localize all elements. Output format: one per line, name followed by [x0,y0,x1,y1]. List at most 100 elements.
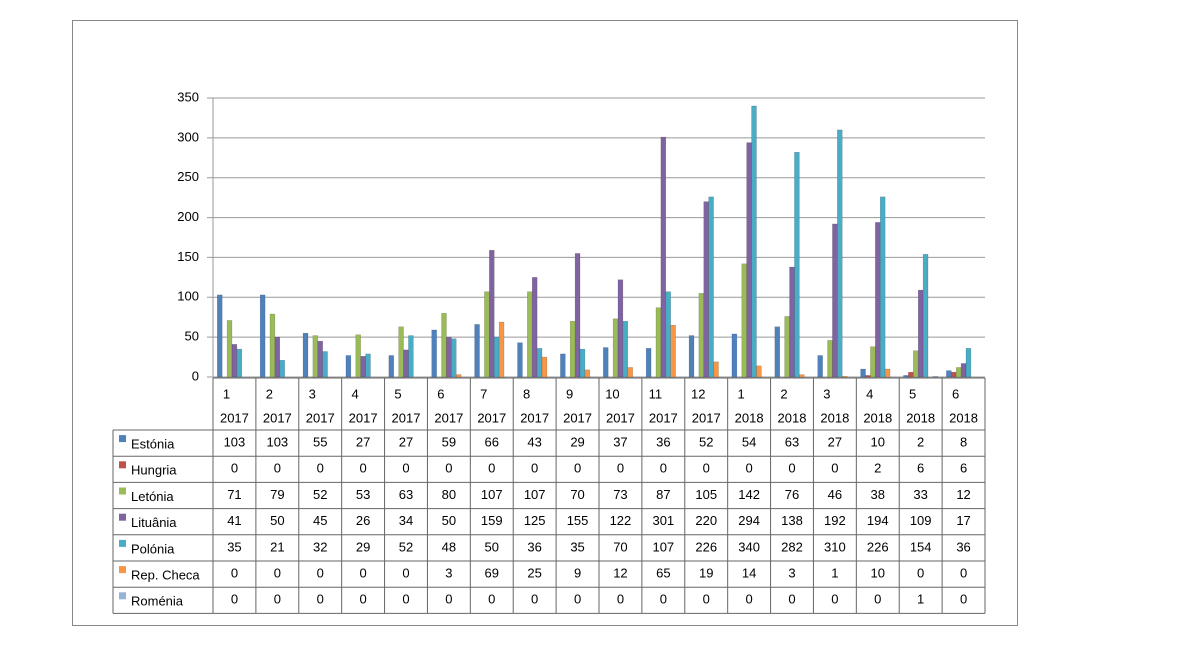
x-tick-label: 2017 [520,410,549,425]
bar [670,324,676,378]
table-value: 0 [617,592,624,607]
table-value: 310 [824,539,846,554]
bar [360,356,366,378]
bar [612,318,619,378]
x-tick-label: 12 [691,386,705,401]
table-value: 0 [574,592,581,607]
x-tick-label: 2018 [949,410,978,425]
table-value: 17 [956,513,970,528]
table-value: 3 [445,566,452,581]
table-value: 0 [359,461,366,476]
table-value: 59 [442,435,456,450]
legend-key [119,435,126,443]
bar [441,312,447,378]
bar [345,355,352,378]
table-value: 122 [610,513,632,528]
bar [751,105,757,378]
table-value: 138 [781,513,803,528]
table-value: 41 [227,513,241,528]
bar [660,136,667,378]
table-value: 33 [913,487,927,502]
bar [832,223,838,378]
x-tick-label: 2018 [863,410,892,425]
bar [236,348,243,378]
y-tick-label: 150 [177,249,199,264]
bar [489,250,495,378]
x-tick-label: 1 [223,386,230,401]
x-tick-label: 3 [823,386,830,401]
table-value: 80 [442,487,456,502]
x-tick-label: 2017 [692,410,721,425]
bar [960,363,967,378]
bar [965,348,972,378]
legend-key [119,539,126,547]
table-value: 43 [527,435,541,450]
table-value: 0 [317,592,324,607]
bar [217,294,223,378]
table-value: 63 [785,435,799,450]
bar [688,335,695,378]
table-value: 155 [567,513,589,528]
x-tick-label: 2017 [477,410,506,425]
bar [398,326,404,378]
table-value: 0 [231,592,238,607]
x-tick-label: 11 [649,386,663,401]
table-value: 194 [867,513,889,528]
table-value: 52 [313,487,327,502]
table-value: 76 [785,487,799,502]
bar [312,335,319,378]
bar [741,263,747,378]
table-value: 87 [656,487,670,502]
x-tick-label: 9 [566,386,573,401]
bar [446,336,452,378]
bar [259,294,266,378]
bar [484,291,490,378]
table-value: 0 [745,592,752,607]
table-value: 50 [270,513,284,528]
table-value: 0 [274,461,281,476]
table-value: 27 [399,435,413,450]
table-value: 6 [917,461,924,476]
table-value: 226 [867,539,889,554]
x-tick-label: 3 [309,386,316,401]
table-value: 27 [356,435,370,450]
bar [799,374,805,378]
table-value: 50 [442,513,456,528]
table-value: 109 [910,513,932,528]
bar [536,348,543,378]
table-value: 0 [617,461,624,476]
bar [746,142,752,378]
table-value: 53 [356,487,370,502]
table-value: 103 [224,435,246,450]
table-value: 0 [960,566,967,581]
table-value: 0 [531,592,538,607]
table-value: 125 [524,513,546,528]
bar [569,320,576,378]
table-value: 71 [227,487,241,502]
bar [817,355,823,378]
bar [884,368,891,378]
table-value: 73 [613,487,627,502]
table-value: 52 [399,539,413,554]
legend-label: Polónia [131,541,175,556]
table-value: 12 [956,487,970,502]
bar [908,371,914,378]
bar [498,321,505,378]
x-tick-label: 2018 [778,410,807,425]
bar [713,361,719,378]
legend-label: Rep. Checa [131,568,200,583]
x-tick-label: 1 [737,386,744,401]
table-value: 105 [695,487,717,502]
bar [531,277,538,378]
y-tick-label: 0 [192,368,199,383]
x-tick-label: 2017 [263,410,292,425]
x-tick-label: 4 [866,386,873,401]
bar [794,151,800,378]
x-tick-label: 2017 [392,410,421,425]
bar [584,369,591,378]
y-tick-label: 300 [177,129,199,144]
table-value: 301 [652,513,674,528]
table-value: 69 [485,566,499,581]
table-value: 54 [742,435,756,450]
bar [269,313,276,378]
